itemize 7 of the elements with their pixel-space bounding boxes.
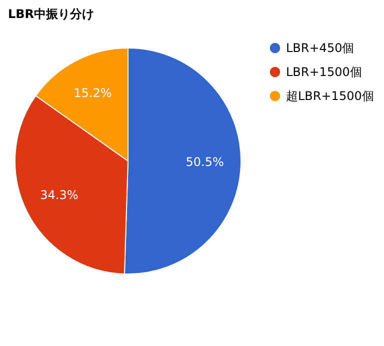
data-label: 15.2% bbox=[74, 86, 112, 100]
data-label: 34.3% bbox=[40, 188, 78, 202]
legend-label: LBR+1500個 bbox=[286, 65, 362, 79]
legend-label: LBR+450個 bbox=[286, 41, 354, 55]
chart-title: LBR中振り分け bbox=[8, 7, 94, 21]
data-label: 50.5% bbox=[186, 155, 224, 170]
legend-label: 超LBR+1500個 bbox=[286, 89, 374, 103]
